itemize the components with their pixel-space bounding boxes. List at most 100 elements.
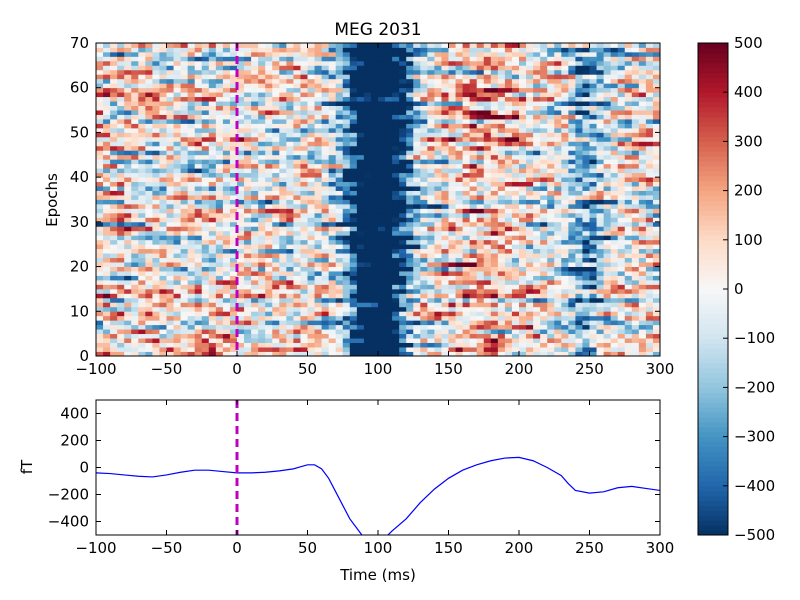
heatmap-cell	[561, 288, 569, 294]
heatmap-cell	[427, 132, 435, 138]
heatmap-cell	[117, 163, 125, 169]
heatmap-cell	[603, 87, 612, 93]
heatmap-cell	[476, 239, 485, 245]
heatmap-cell	[103, 266, 111, 272]
heatmap-cell	[624, 212, 633, 218]
heatmap-cell	[540, 199, 548, 205]
heatmap-cell	[483, 181, 492, 187]
heatmap-cell	[420, 257, 428, 263]
heatmap-cell	[117, 239, 125, 245]
heatmap-cell	[117, 123, 125, 129]
heatmap-cell	[568, 248, 576, 254]
heatmap-cell	[258, 297, 266, 303]
heatmap-cell	[159, 293, 167, 299]
heatmap-cell	[561, 87, 569, 93]
heatmap-cell	[624, 302, 633, 308]
heatmap-cell	[258, 123, 266, 129]
heatmap-cell	[568, 217, 576, 223]
heatmap-cell	[497, 154, 506, 160]
heatmap-cell	[314, 203, 322, 209]
heatmap-cell	[596, 186, 604, 191]
heatmap-cell	[610, 145, 619, 151]
heatmap-cell	[519, 221, 527, 227]
heatmap-cell	[194, 329, 203, 335]
heatmap-cell	[166, 302, 174, 308]
heatmap-cell	[497, 338, 506, 343]
heatmap-cell	[610, 132, 619, 138]
heatmap-cell	[286, 257, 294, 263]
heatmap-cell	[293, 110, 301, 115]
heatmap-cell	[152, 177, 160, 183]
heatmap-cell	[272, 271, 280, 276]
heatmap-cell	[356, 114, 365, 120]
heatmap-cell	[342, 199, 351, 205]
heatmap-cell	[504, 181, 513, 187]
heatmap-cell	[349, 347, 358, 352]
heatmap-cell	[645, 105, 654, 111]
heatmap-cell	[321, 271, 330, 276]
heatmap-cell	[533, 145, 541, 151]
heatmap-cell	[476, 172, 485, 178]
heatmap-cell	[392, 132, 400, 138]
heatmap-cell	[145, 235, 153, 241]
heatmap-cell	[497, 92, 506, 98]
heatmap-cell	[434, 351, 442, 357]
heatmap-cell	[589, 154, 597, 160]
heatmap-cell	[251, 235, 259, 241]
heatmap-cell	[251, 96, 259, 102]
heatmap-cell	[293, 195, 301, 200]
heatmap-cell	[561, 92, 569, 98]
heatmap-cell	[145, 136, 153, 142]
heatmap-cell	[533, 329, 541, 335]
heatmap-cell	[568, 145, 576, 151]
heatmap-cell	[533, 132, 541, 138]
heatmap-cell	[596, 105, 604, 111]
heatmap-cell	[222, 333, 231, 339]
heatmap-cell	[103, 302, 111, 308]
heatmap-cell	[645, 101, 654, 106]
heatmap-cell	[103, 92, 111, 98]
heatmap-cell	[222, 320, 231, 326]
heatmap-cell	[469, 333, 478, 339]
heatmap-cell	[469, 168, 478, 174]
heatmap-cell	[406, 342, 414, 348]
heatmap-cell	[617, 347, 626, 352]
heatmap-cell	[582, 141, 590, 147]
heatmap-cell	[117, 154, 125, 160]
heatmap-cell	[582, 119, 590, 124]
heatmap-cell	[582, 279, 590, 285]
heatmap-cell	[349, 297, 358, 303]
heatmap-cell	[96, 284, 104, 290]
heatmap-cell	[180, 311, 189, 317]
heatmap-cell	[441, 221, 449, 227]
heatmap-cell	[335, 248, 344, 254]
heatmap-cell	[406, 163, 414, 169]
heatmap-cell	[131, 177, 139, 183]
heatmap-cell	[540, 262, 548, 267]
heatmap-cell	[237, 110, 245, 115]
heatmap-cell	[434, 347, 442, 352]
heatmap-cell	[314, 78, 322, 84]
heatmap-cell	[356, 347, 365, 352]
heatmap-cell	[392, 329, 400, 335]
heatmap-cell	[272, 145, 280, 151]
heatmap-cell	[145, 342, 153, 348]
heatmap-cell	[229, 221, 238, 227]
heatmap-cell	[356, 306, 365, 312]
heatmap-cell	[321, 203, 330, 209]
heatmap-cell	[385, 230, 393, 236]
heatmap-cell	[547, 275, 555, 281]
heatmap-cell	[638, 284, 647, 290]
heatmap-cell	[638, 279, 647, 285]
heatmap-cell	[448, 154, 456, 160]
heatmap-cell	[462, 226, 471, 232]
heatmap-cell	[378, 284, 386, 290]
heatmap-cell	[124, 230, 132, 236]
heatmap-cell	[427, 306, 435, 312]
heatmap-cell	[624, 203, 633, 209]
heatmap-cell	[441, 320, 449, 326]
heatmap-cell	[476, 78, 485, 84]
heatmap-cell	[462, 110, 471, 115]
heatmap-cell	[117, 351, 125, 357]
heatmap-cell	[349, 239, 358, 245]
